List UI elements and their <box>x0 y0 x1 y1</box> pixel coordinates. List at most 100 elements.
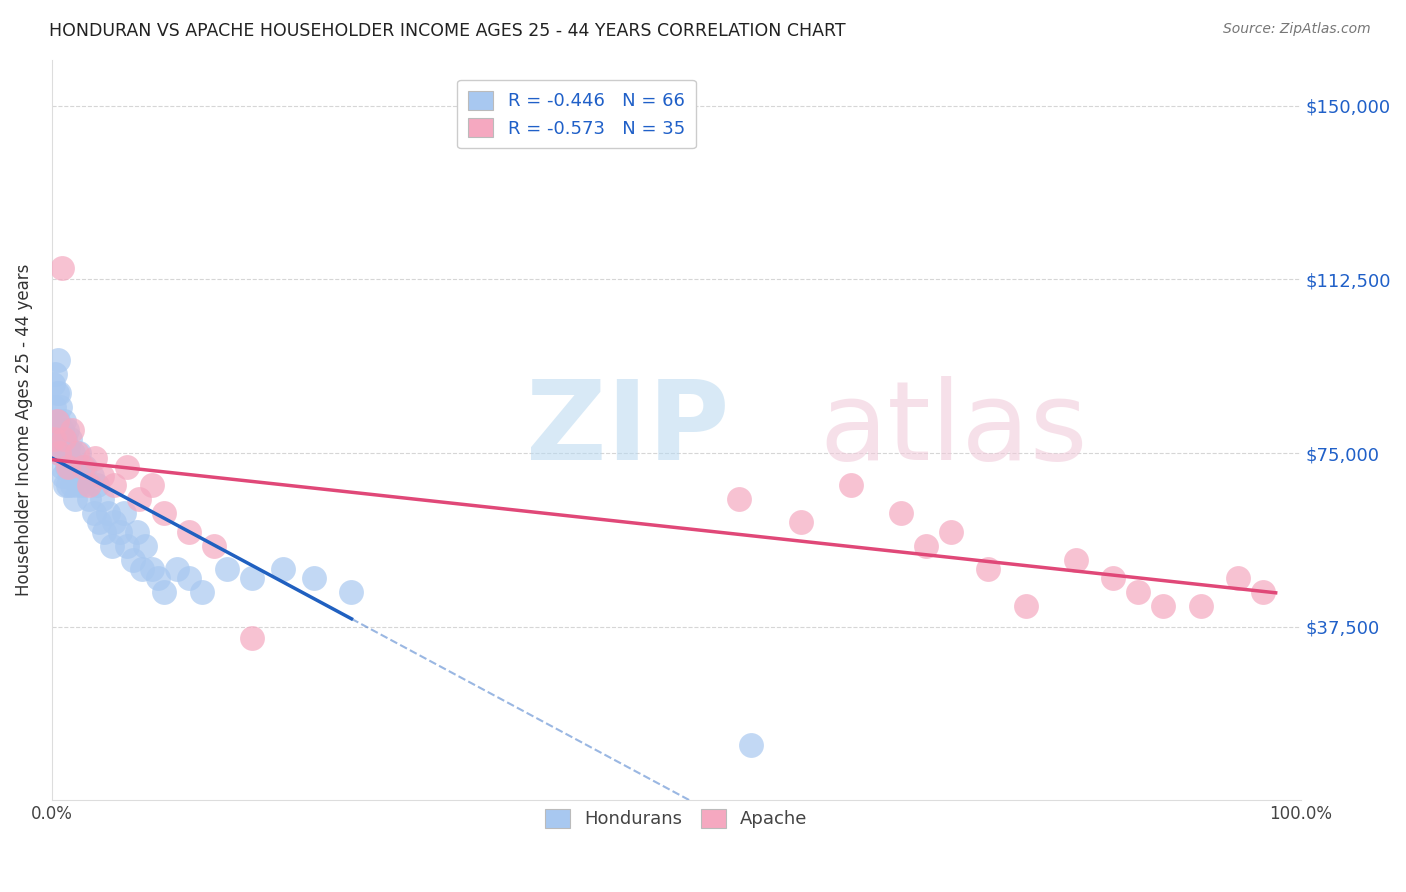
Point <box>1015 599 1038 613</box>
Point <box>53 446 76 460</box>
Point <box>59 432 82 446</box>
Point <box>727 492 749 507</box>
Point <box>44 368 66 382</box>
Point <box>166 562 188 576</box>
Y-axis label: Householder Income Ages 25 - 44 years: Householder Income Ages 25 - 44 years <box>15 264 32 596</box>
Point <box>839 478 862 492</box>
Point <box>56 478 79 492</box>
Point <box>1128 585 1150 599</box>
Point <box>93 524 115 539</box>
Text: HONDURAN VS APACHE HOUSEHOLDER INCOME AGES 25 - 44 YEARS CORRELATION CHART: HONDURAN VS APACHE HOUSEHOLDER INCOME AG… <box>49 22 846 40</box>
Point <box>49 400 72 414</box>
Point <box>890 506 912 520</box>
Point <box>939 524 962 539</box>
Point <box>110 524 132 539</box>
Point <box>134 539 156 553</box>
Point <box>240 571 263 585</box>
Point <box>141 562 163 576</box>
Point <box>115 539 138 553</box>
Point <box>84 450 107 465</box>
Point <box>977 562 1000 576</box>
Point <box>52 469 75 483</box>
Point <box>740 738 762 752</box>
Point <box>72 459 94 474</box>
Point <box>1189 599 1212 613</box>
Point <box>1064 552 1087 566</box>
Point <box>45 385 67 400</box>
Point <box>53 432 76 446</box>
Point <box>115 459 138 474</box>
Point <box>131 562 153 576</box>
Point <box>51 459 73 474</box>
Point <box>302 571 325 585</box>
Point <box>83 506 105 520</box>
Point <box>58 450 80 465</box>
Point <box>77 478 100 492</box>
Text: Source: ZipAtlas.com: Source: ZipAtlas.com <box>1223 22 1371 37</box>
Point <box>1227 571 1250 585</box>
Point <box>55 432 77 446</box>
Point <box>271 562 294 576</box>
Point <box>56 459 79 474</box>
Point <box>128 492 150 507</box>
Point <box>66 446 89 460</box>
Point <box>52 442 75 456</box>
Point <box>202 539 225 553</box>
Point <box>122 552 145 566</box>
Point <box>66 478 89 492</box>
Point <box>67 446 90 460</box>
Point <box>80 469 103 483</box>
Point <box>100 539 122 553</box>
Point <box>60 478 83 492</box>
Point <box>179 571 201 585</box>
Point <box>62 446 84 460</box>
Point <box>56 442 79 456</box>
Point <box>45 414 67 428</box>
Point <box>48 446 70 460</box>
Point <box>141 478 163 492</box>
Point <box>90 469 112 483</box>
Point <box>59 459 82 474</box>
Point <box>75 459 97 474</box>
Point <box>51 260 73 275</box>
Point <box>790 516 813 530</box>
Point <box>49 432 72 446</box>
Point <box>55 478 77 492</box>
Point <box>153 585 176 599</box>
Point <box>340 585 363 599</box>
Point <box>63 469 86 483</box>
Point <box>55 459 77 474</box>
Point <box>190 585 212 599</box>
Point <box>240 631 263 645</box>
Point <box>46 353 69 368</box>
Point <box>86 478 108 492</box>
Point <box>125 524 148 539</box>
Point <box>1152 599 1174 613</box>
Point <box>1251 585 1274 599</box>
Point <box>103 516 125 530</box>
Point <box>44 423 66 437</box>
Point <box>90 492 112 507</box>
Point <box>153 506 176 520</box>
Point <box>1102 571 1125 585</box>
Point <box>103 478 125 492</box>
Point <box>89 516 111 530</box>
Legend: Hondurans, Apache: Hondurans, Apache <box>537 801 815 836</box>
Point <box>51 423 73 437</box>
Point <box>72 478 94 492</box>
Point <box>146 571 169 585</box>
Point <box>45 432 67 446</box>
Point <box>42 376 65 391</box>
Point <box>44 432 66 446</box>
Point <box>66 459 89 474</box>
Point <box>60 423 83 437</box>
Point <box>53 414 76 428</box>
Text: atlas: atlas <box>820 376 1088 483</box>
Point <box>55 423 77 437</box>
Point <box>915 539 938 553</box>
Point <box>48 446 70 460</box>
Point <box>48 385 70 400</box>
Point <box>65 492 87 507</box>
Point <box>77 492 100 507</box>
Point <box>97 506 120 520</box>
